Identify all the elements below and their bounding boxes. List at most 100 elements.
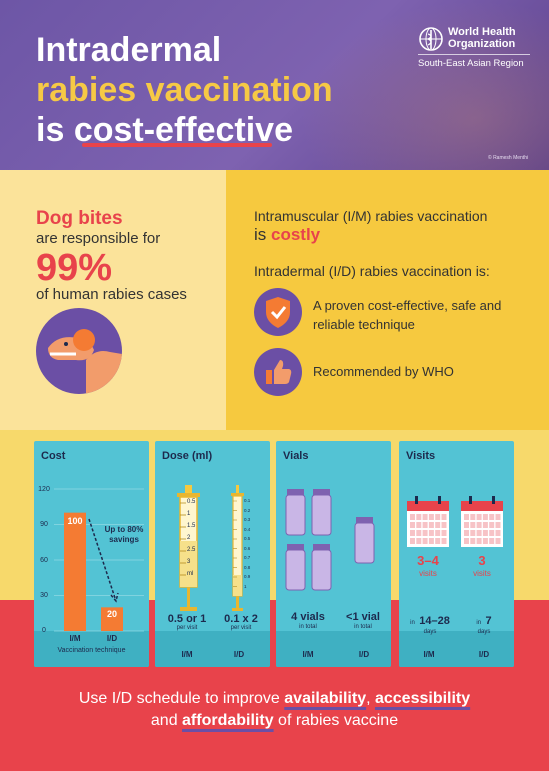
visits-im-count: 3–4 bbox=[417, 553, 439, 568]
calendar-cell bbox=[470, 538, 476, 544]
syringe-tick-label: 2.5 bbox=[187, 547, 196, 553]
syringe-icons bbox=[177, 485, 244, 611]
syringe-tick-label: 1 bbox=[187, 511, 191, 517]
visits-id-days: in 7 days bbox=[476, 615, 492, 635]
syringe-tick-label: 1.5 bbox=[187, 523, 196, 529]
calendar-cell bbox=[428, 522, 434, 528]
dose-category-im: I/M bbox=[181, 650, 193, 659]
syringe-tick-label: 0.2 bbox=[244, 507, 251, 513]
calendar-cell bbox=[495, 530, 501, 536]
vials-card: Vials 4 vials in total <1 vial in total … bbox=[276, 441, 391, 667]
visits-category-im: I/M bbox=[423, 650, 435, 659]
org-region: South-East Asian Region bbox=[418, 58, 524, 69]
dog-bites-title: Dog bites bbox=[36, 208, 123, 229]
calendar-cell bbox=[416, 530, 422, 536]
calendar-cell bbox=[476, 530, 482, 536]
calendar-cell bbox=[435, 530, 441, 536]
calendar-cell bbox=[416, 514, 422, 520]
savings-arrow bbox=[88, 518, 119, 603]
calendar-cell bbox=[428, 530, 434, 536]
footer-message: Use I/D schedule to improve availability… bbox=[78, 690, 471, 729]
who-logo-icon bbox=[419, 27, 443, 51]
visits-im-days: in 14–28 days bbox=[410, 615, 450, 635]
calendar-cell bbox=[441, 530, 447, 536]
photo-credit: © Ramesh Menthi bbox=[488, 155, 529, 161]
calendar-cell bbox=[470, 514, 476, 520]
syringe-tick-label: 0.6 bbox=[244, 545, 251, 551]
dose-card: Dose (ml) 0.5 1 1.5 2 2.5 3 ml 0.1 0.2 0.3 0.4 0.5… bbox=[155, 441, 270, 667]
calendar-cell bbox=[464, 530, 469, 536]
vial-icons bbox=[285, 489, 375, 591]
syringe-tick-label: 0.8 bbox=[244, 564, 251, 570]
visits-id-word: visits bbox=[473, 569, 491, 578]
cost-card: Cost 120 90 60 30 0 100 20 Up to 80% sav… bbox=[34, 441, 149, 667]
y-tick-label: 0 bbox=[42, 627, 46, 634]
vials-category-id: I/D bbox=[358, 650, 370, 659]
syringe-tick-label: 0.5 bbox=[244, 536, 251, 541]
calendar-cell bbox=[470, 522, 476, 528]
calendar-cell bbox=[435, 538, 441, 544]
y-tick-label: 60 bbox=[40, 557, 48, 564]
syringe-tick-label: 1 bbox=[244, 583, 247, 589]
visits-card-title: Visits bbox=[406, 450, 436, 462]
dog-bites-sub2: of human rabies cases bbox=[36, 286, 187, 303]
org-name: World Health Organization bbox=[448, 26, 516, 50]
dose-im-per-visit: per visit bbox=[176, 625, 198, 631]
visits-card: Visits 3–4 visits 3 visits in 14–28 days… bbox=[399, 441, 514, 667]
calendar-cell bbox=[464, 522, 469, 528]
visits-im-word: visits bbox=[419, 569, 437, 578]
vials-im-total: in total bbox=[299, 624, 317, 630]
calendar-cell bbox=[410, 522, 415, 528]
savings-label: Up to 80% savings bbox=[104, 525, 144, 544]
calendar-cell bbox=[441, 522, 447, 528]
dog-bite-icon bbox=[36, 308, 122, 394]
calendar-cell bbox=[410, 538, 415, 544]
calendar-cell bbox=[464, 538, 469, 544]
dose-im-value: 0.5 or 1 bbox=[167, 613, 207, 625]
bar-id bbox=[101, 607, 123, 631]
syringe-tick-label: 0.4 bbox=[244, 526, 251, 532]
calendar-icons bbox=[407, 496, 503, 547]
calendar-cell bbox=[489, 522, 495, 528]
calendar-cell bbox=[410, 530, 415, 536]
syringe-tick-label: 0.9 bbox=[244, 574, 251, 579]
title-underline bbox=[82, 143, 272, 147]
header-banner bbox=[0, 0, 549, 170]
syringe-tick-label: 3 bbox=[187, 559, 191, 565]
thumbs-up-icon bbox=[254, 348, 302, 396]
calendar-cell bbox=[482, 530, 488, 536]
calendar-cell bbox=[476, 538, 482, 544]
calendar-cell bbox=[435, 514, 441, 520]
x-category-im: I/M bbox=[69, 634, 81, 643]
im-costly: is costly bbox=[254, 225, 321, 244]
point-cost-effective: A proven cost-effective, safe and reliab… bbox=[313, 298, 502, 332]
vials-id-value: <1 vial bbox=[346, 611, 380, 623]
calendar-cell bbox=[464, 514, 469, 520]
calendar-cell bbox=[422, 514, 428, 520]
calendar-cell bbox=[416, 538, 422, 544]
x-axis-label: Vaccination technique bbox=[57, 647, 126, 654]
im-text: Intramuscular (I/M) rabies vaccination bbox=[254, 208, 488, 224]
y-tick-label: 120 bbox=[38, 486, 50, 493]
x-category-id: I/D bbox=[106, 634, 118, 643]
calendar-cell bbox=[435, 522, 441, 528]
calendar-cell bbox=[482, 514, 488, 520]
calendar-cell bbox=[422, 538, 428, 544]
vials-id-total: in total bbox=[354, 624, 372, 630]
dose-card-title: Dose (ml) bbox=[162, 450, 213, 462]
org-divider bbox=[418, 54, 530, 55]
vials-category-im: I/M bbox=[302, 650, 314, 659]
calendar-cell bbox=[470, 530, 476, 536]
calendar-cell bbox=[428, 538, 434, 544]
calendar-cell bbox=[416, 522, 422, 528]
dose-id-per-visit: per visit bbox=[230, 625, 252, 631]
calendar-cell bbox=[489, 538, 495, 544]
calendar-cell bbox=[422, 522, 428, 528]
calendar-cell bbox=[441, 538, 447, 544]
calendar-cell bbox=[422, 530, 428, 536]
shield-check-icon bbox=[254, 288, 302, 336]
calendar-cell bbox=[482, 538, 488, 544]
calendar-cell bbox=[495, 522, 501, 528]
vials-im-value: 4 vials bbox=[291, 611, 325, 623]
calendar-cell bbox=[476, 514, 482, 520]
